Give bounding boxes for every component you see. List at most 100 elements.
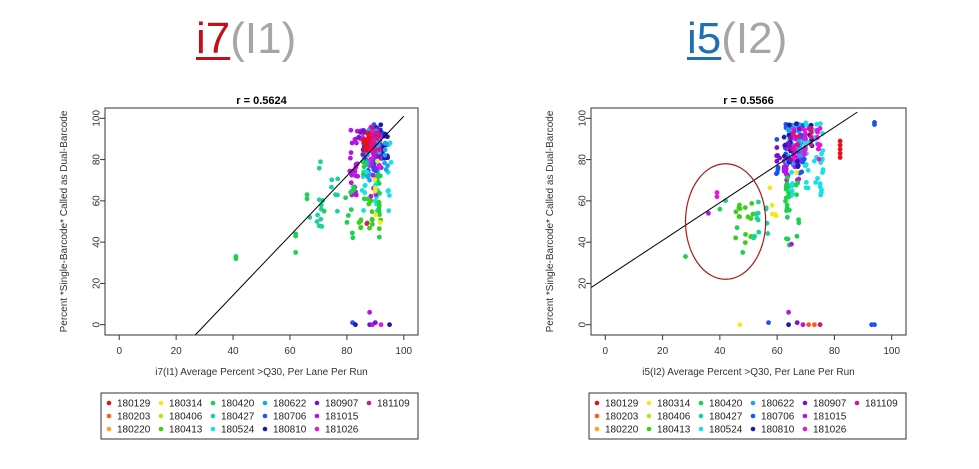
x-axis-label: i7(I1) Average Percent >Q30, Per Lane Pe… <box>155 367 367 378</box>
data-point <box>815 141 821 147</box>
legend-label: 180413 <box>657 425 691 436</box>
data-point <box>796 217 802 223</box>
data-point <box>373 212 379 217</box>
data-point <box>329 177 335 183</box>
legend-marker <box>750 413 756 419</box>
data-point <box>750 211 756 217</box>
data-point <box>784 171 789 176</box>
legend-label: 180406 <box>169 412 203 423</box>
x-tick-label: 20 <box>171 346 183 357</box>
data-point <box>751 235 756 241</box>
data-point <box>736 214 742 219</box>
y-tick-label: 40 <box>92 236 103 248</box>
data-point <box>364 221 370 226</box>
y-axis-label: Percent *Single-Barcode* Called as Dual-… <box>545 110 556 332</box>
legend-marker <box>210 426 216 432</box>
data-point <box>333 192 338 198</box>
data-point <box>783 198 788 204</box>
data-point <box>872 122 877 127</box>
legend: 180129 180203 180220 180314 180406 180413 1804… <box>100 392 419 440</box>
data-point <box>816 156 822 162</box>
data-point <box>353 140 359 146</box>
data-point <box>794 142 800 147</box>
legend-marker <box>158 400 164 406</box>
data-point <box>869 322 875 328</box>
y-axis-label: Percent *Single-Barcode* Called as Dual-… <box>59 110 70 332</box>
legend-label: 180129 <box>605 399 639 410</box>
legend-marker <box>698 400 704 406</box>
data-point <box>794 192 799 198</box>
data-point <box>376 206 382 212</box>
y-tick-label: 40 <box>578 236 589 248</box>
legend-label: 180420 <box>709 399 743 410</box>
data-point <box>329 184 334 190</box>
data-point <box>352 169 358 174</box>
y-tick-label: 0 <box>92 321 103 327</box>
data-point <box>349 230 355 236</box>
data-point <box>314 219 320 224</box>
data-point <box>775 152 781 158</box>
data-point <box>377 212 382 217</box>
data-point <box>756 199 761 205</box>
data-point <box>820 148 826 154</box>
legend-label: 181026 <box>325 425 359 436</box>
legend-marker <box>594 400 600 406</box>
data-point <box>348 127 354 133</box>
data-point <box>784 236 789 242</box>
data-point <box>773 213 779 219</box>
legend-label: 180907 <box>813 399 847 410</box>
data-point <box>802 151 807 157</box>
data-point <box>315 212 320 218</box>
data-point <box>372 320 378 326</box>
data-point <box>806 322 812 328</box>
data-point <box>348 207 354 213</box>
data-point <box>368 198 374 204</box>
data-point <box>785 141 791 147</box>
data-point <box>377 190 383 196</box>
data-point <box>737 206 743 212</box>
legend-label: 180314 <box>657 399 691 410</box>
legend-marker <box>802 413 808 419</box>
data-point <box>756 229 762 235</box>
data-point <box>786 322 791 328</box>
data-point <box>733 209 739 215</box>
legend-marker <box>314 413 320 419</box>
data-point <box>361 196 367 202</box>
data-point <box>714 194 720 200</box>
legend-marker <box>314 426 320 432</box>
data-point <box>787 135 793 141</box>
data-point <box>793 182 799 188</box>
x-tick-label: 60 <box>772 346 784 357</box>
data-point <box>737 322 743 328</box>
legend: 180129 180203 180220 180314 180406 180413 1804… <box>588 392 907 440</box>
data-point <box>790 146 796 152</box>
data-point <box>349 172 355 178</box>
data-point <box>383 141 389 147</box>
legend-label: 180622 <box>761 399 795 410</box>
y-tick-label: 100 <box>578 110 589 127</box>
legend-marker <box>366 400 372 406</box>
legend-label: 180129 <box>117 399 151 410</box>
x-tick-label: 0 <box>603 346 609 357</box>
legend-label: 180524 <box>709 425 743 436</box>
data-point <box>372 185 378 191</box>
legend-marker <box>646 426 652 432</box>
y-tick-label: 20 <box>578 277 589 289</box>
legend-label: 180706 <box>273 412 307 423</box>
data-point <box>803 136 808 142</box>
title-i7-sub: (I1) <box>230 14 297 63</box>
title-i7-main: i7 <box>196 14 231 63</box>
x-tick-label: 40 <box>227 346 239 357</box>
data-point <box>348 180 354 186</box>
data-point <box>335 176 341 182</box>
data-point <box>369 125 375 131</box>
data-point <box>372 177 378 183</box>
data-point <box>790 130 796 136</box>
data-point <box>385 163 391 169</box>
data-point <box>783 186 789 192</box>
data-point <box>353 192 359 198</box>
legend-box <box>588 392 907 440</box>
data-point <box>765 231 771 236</box>
data-point <box>774 137 780 142</box>
data-point <box>351 184 356 190</box>
